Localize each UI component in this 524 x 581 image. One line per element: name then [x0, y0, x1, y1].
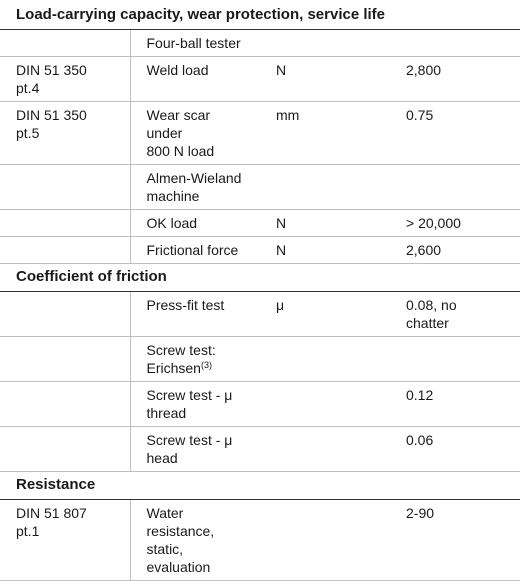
test-label-line: static, evaluation: [146, 541, 211, 575]
standard-line: DIN 51 350: [16, 107, 87, 123]
table-row: Frictional force N 2,600: [0, 236, 520, 264]
value-cell: 0.06: [390, 426, 520, 472]
section-heading-row: Coefficient of friction: [0, 263, 520, 292]
value-cell: [390, 336, 520, 382]
unit-cell: [260, 164, 390, 210]
value-cell: 0.12: [390, 381, 520, 427]
standard-cell: DIN 51 350 pt.4: [0, 56, 131, 102]
table-row: Screw test - μ head 0.06: [0, 426, 520, 472]
section-heading: Coefficient of friction: [0, 263, 520, 292]
test-label: Four-ball tester: [130, 29, 260, 57]
standard-cell: [0, 236, 131, 264]
value-cell: 0.08, no chatter: [390, 291, 520, 337]
section-heading-row: Load-carrying capacity, wear protection,…: [0, 0, 520, 30]
value-cell: > 20,000: [390, 209, 520, 237]
test-label-text: Screw test: Erichsen: [146, 342, 216, 376]
test-label: Screw test: Erichsen(3): [130, 336, 260, 382]
table-row: Four-ball tester: [0, 29, 520, 57]
unit-cell: [260, 29, 390, 57]
test-label: OK load: [130, 209, 260, 237]
section-heading: Resistance: [0, 471, 520, 500]
table-row: Press-fit test μ 0.08, no chatter: [0, 291, 520, 337]
unit-cell: N: [260, 209, 390, 237]
unit-cell: [260, 336, 390, 382]
unit-cell: [260, 499, 390, 581]
standard-cell: [0, 164, 131, 210]
test-label: Almen-Wieland machine: [130, 164, 260, 210]
standard-line: DIN 51 350: [16, 62, 87, 78]
test-label-line: Water resistance,: [146, 505, 215, 539]
test-label: Press-fit test: [130, 291, 260, 337]
table-row: OK load N > 20,000: [0, 209, 520, 237]
value-cell: [390, 29, 520, 57]
section-heading: Load-carrying capacity, wear protection,…: [0, 0, 520, 30]
standard-cell: [0, 426, 131, 472]
table-row: Almen-Wieland machine: [0, 164, 520, 210]
test-label: Water resistance, static, evaluation: [130, 499, 260, 581]
unit-cell: [260, 426, 390, 472]
value-cell: 2,600: [390, 236, 520, 264]
standard-part: pt.1: [16, 523, 40, 539]
standard-part: pt.5: [16, 125, 40, 141]
standard-cell: DIN 51 350 pt.5: [0, 101, 131, 165]
unit-cell: [260, 381, 390, 427]
table-row: Screw test: Erichsen(3): [0, 336, 520, 382]
standard-line: DIN 51 807: [16, 505, 87, 521]
standard-cell: [0, 291, 131, 337]
table-row: DIN 51 350 pt.4 Weld load N 2,800: [0, 56, 520, 102]
standard-cell: DIN 51 807 pt.1: [0, 499, 131, 581]
unit-cell: N: [260, 56, 390, 102]
value-cell: 0.75: [390, 101, 520, 165]
footnote-marker: (3): [200, 360, 212, 370]
value-cell: 2-90: [390, 499, 520, 581]
test-label: Weld load: [130, 56, 260, 102]
test-label: Screw test - μ thread: [130, 381, 260, 427]
test-label: Frictional force: [130, 236, 260, 264]
table-row: Screw test - μ thread 0.12: [0, 381, 520, 427]
test-label: Wear scar under 800 N load: [130, 101, 260, 165]
test-label-line: Wear scar under: [146, 107, 211, 141]
value-cell: [390, 164, 520, 210]
table-row: DIN 51 807 pt.1 Water resistance, static, …: [0, 499, 520, 581]
value-line: 0.08, no: [406, 297, 457, 313]
standard-cell: [0, 336, 131, 382]
section-heading-row: Resistance: [0, 471, 520, 500]
standard-cell: [0, 209, 131, 237]
unit-cell: mm: [260, 101, 390, 165]
test-label: Screw test - μ head: [130, 426, 260, 472]
standard-cell: [0, 29, 131, 57]
unit-cell: μ: [260, 291, 390, 337]
value-cell: 2,800: [390, 56, 520, 102]
value-line: chatter: [406, 315, 449, 331]
table-row: DIN 51 350 pt.5 Wear scar under 800 N load…: [0, 101, 520, 165]
standard-cell: [0, 381, 131, 427]
standard-part: pt.4: [16, 80, 40, 96]
unit-cell: N: [260, 236, 390, 264]
test-label-line: 800 N load: [146, 143, 215, 159]
